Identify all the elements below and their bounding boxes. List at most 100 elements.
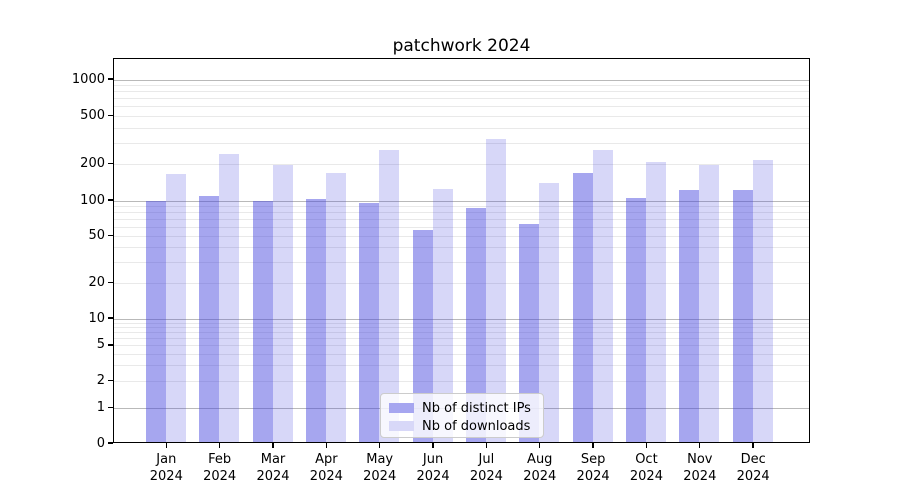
y-tick-mark (108, 442, 113, 444)
y-tick-mark (108, 199, 113, 201)
bar-downloads (325, 173, 346, 442)
x-tick-label: Apr 2024 (309, 452, 343, 484)
bar-downloads (432, 188, 453, 442)
x-tick-mark (432, 443, 434, 448)
x-tick-mark (325, 443, 328, 448)
x-tick-mark (539, 443, 541, 448)
y-tick-mark (108, 114, 113, 117)
minor-gridline (114, 142, 809, 144)
bar-downloads (699, 164, 720, 442)
bar-downloads (539, 182, 560, 442)
y-tick-label: 2 (96, 373, 105, 389)
minor-gridline (114, 236, 809, 238)
minor-gridline (114, 91, 809, 93)
minor-gridline (114, 218, 809, 220)
minor-gridline (114, 262, 809, 264)
bar-downloads (165, 173, 186, 442)
bar-distinct-ips (626, 197, 647, 442)
bar-downloads (646, 162, 667, 442)
x-tick-mark (379, 443, 381, 448)
y-tick-mark (108, 234, 113, 237)
major-gridline (114, 318, 809, 320)
bar-downloads (592, 150, 613, 442)
minor-gridline (114, 282, 809, 284)
plot-area (113, 58, 810, 443)
bar-downloads (379, 150, 400, 442)
x-tick-mark (752, 443, 754, 448)
minor-gridline (114, 327, 809, 329)
minor-gridline (114, 226, 809, 228)
x-tick-mark (592, 443, 594, 448)
minor-gridline (114, 205, 809, 207)
x-tick-mark (645, 443, 648, 448)
bar-distinct-ips (679, 190, 700, 442)
y-tick-label: 5 (96, 337, 105, 353)
minor-gridline (114, 322, 809, 324)
x-tick-label: Jan 2024 (149, 452, 183, 484)
legend-entry-distinct-ips: Nb of distinct IPs (389, 399, 535, 417)
minor-gridline (114, 345, 809, 347)
minor-gridline (114, 85, 809, 87)
x-tick-label: Mar 2024 (256, 452, 290, 484)
minor-gridline (114, 211, 809, 213)
bar-distinct-ips (466, 208, 486, 442)
y-tick-label: 50 (88, 228, 105, 244)
y-tick-label: 500 (80, 107, 105, 123)
y-tick-label: 0 (96, 435, 105, 451)
x-tick-label: Oct 2024 (629, 452, 663, 484)
legend-swatch-downloads (389, 421, 414, 431)
minor-gridline (114, 365, 809, 367)
minor-gridline (114, 164, 809, 166)
bar-downloads (272, 165, 293, 442)
minor-gridline (114, 381, 809, 383)
x-tick-mark (272, 443, 274, 448)
x-tick-label: Jun 2024 (416, 452, 450, 484)
legend-label-downloads: Nb of downloads (422, 418, 531, 434)
x-tick-mark (218, 443, 221, 448)
minor-gridline (114, 115, 809, 117)
y-tick-label: 200 (80, 156, 105, 172)
bar-distinct-ips (252, 200, 273, 442)
x-tick-label: Nov 2024 (683, 452, 717, 484)
legend-label-distinct-ips: Nb of distinct IPs (422, 400, 531, 416)
y-tick-label: 1 (96, 400, 105, 415)
y-tick-mark (108, 281, 113, 284)
bar-distinct-ips (412, 230, 433, 442)
bar-distinct-ips (305, 198, 326, 442)
x-tick-mark (699, 443, 701, 448)
legend: Nb of distinct IPs Nb of downloads (380, 393, 544, 438)
legend-entry-downloads: Nb of downloads (389, 417, 535, 435)
legend-swatch-distinct-ips (389, 403, 414, 413)
x-tick-mark (485, 443, 488, 448)
major-gridline (114, 79, 809, 81)
chart-title: patchwork 2024 (392, 36, 531, 56)
x-tick-label: Jul 2024 (469, 452, 503, 484)
bar-distinct-ips (199, 195, 220, 442)
x-tick-label: Sep 2024 (576, 452, 610, 484)
minor-gridline (114, 98, 809, 100)
x-tick-label: Aug 2024 (523, 452, 557, 484)
y-tick-label: 100 (80, 192, 105, 208)
minor-gridline (114, 332, 809, 334)
bar-downloads (486, 139, 506, 442)
x-tick-label: May 2024 (363, 452, 397, 484)
y-tick-label: 20 (88, 274, 105, 290)
bar-distinct-ips (572, 173, 593, 442)
bar-distinct-ips (359, 203, 380, 442)
y-tick-mark (108, 379, 113, 382)
bar-distinct-ips (732, 190, 753, 442)
bar-downloads (219, 153, 240, 442)
y-tick-mark (108, 78, 113, 80)
x-tick-label: Feb 2024 (203, 452, 237, 484)
minor-gridline (114, 354, 809, 356)
minor-gridline (114, 127, 809, 129)
x-tick-label: Dec 2024 (736, 452, 770, 484)
minor-gridline (114, 106, 809, 108)
y-tick-label: 10 (88, 310, 105, 326)
y-tick-label: 1000 (71, 71, 105, 87)
bar-distinct-ips (145, 200, 166, 442)
bar-distinct-ips (519, 224, 540, 442)
x-tick-mark (165, 443, 167, 448)
minor-gridline (114, 338, 809, 340)
minor-gridline (114, 247, 809, 249)
